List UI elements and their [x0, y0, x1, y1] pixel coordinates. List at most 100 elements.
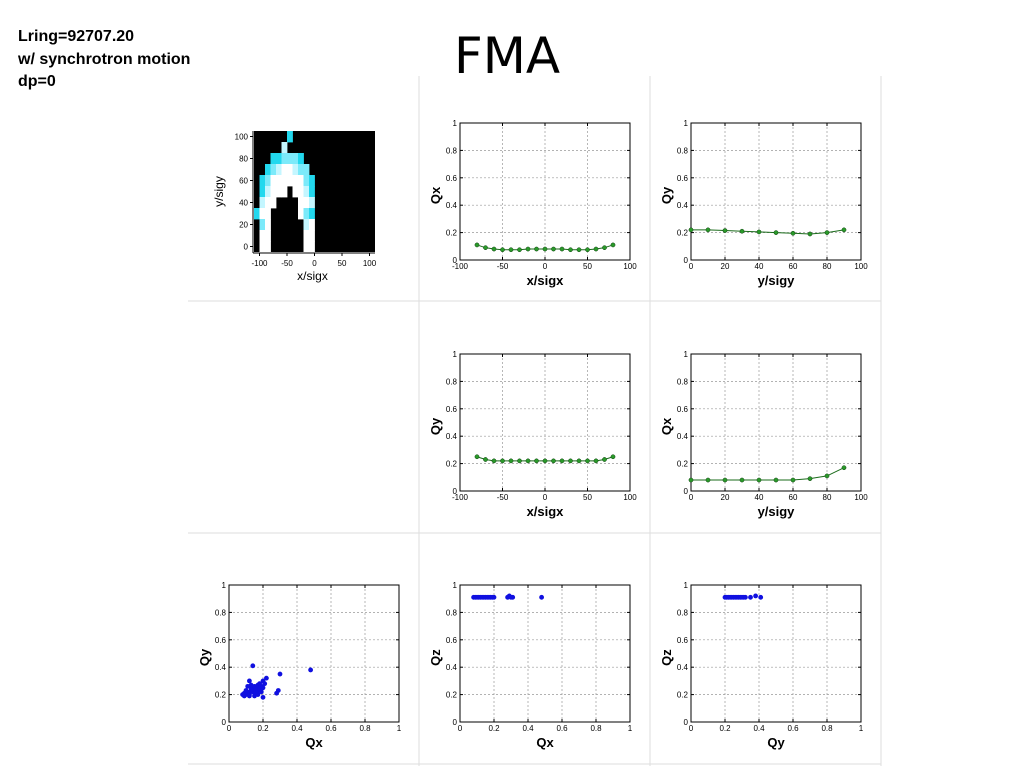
x-tick-label: 0	[543, 493, 548, 502]
data-point	[483, 245, 488, 251]
data-point	[508, 458, 514, 464]
x-tick-label: 50	[583, 262, 592, 271]
data-point	[542, 246, 548, 252]
plot-background	[691, 123, 861, 260]
data-point	[491, 246, 497, 252]
x-tick-label: 0.4	[753, 724, 765, 733]
x-axis-label: Qy	[767, 735, 785, 750]
y-tick-label: 0.2	[677, 229, 689, 238]
dp-label: dp=0	[18, 73, 56, 90]
heatmap-cell	[270, 153, 277, 165]
y-tick-label: 0.4	[215, 663, 227, 672]
heatmap-cell	[303, 175, 310, 187]
x-axis-label: y/sigy	[758, 504, 796, 519]
data-point	[250, 663, 256, 669]
heatmap-cell	[287, 175, 293, 187]
y-tick-label: 0.4	[446, 663, 458, 672]
heatmap-cell	[281, 186, 288, 198]
heatmap-cell	[265, 208, 271, 220]
x-tick-label: 0.2	[257, 724, 269, 733]
page-title: FMA	[454, 27, 561, 85]
data-point	[756, 477, 762, 483]
heatmap-cell	[270, 175, 277, 187]
heatmap-cell	[303, 241, 310, 253]
data-point	[260, 694, 266, 700]
y-tick-label: 0.8	[677, 146, 689, 155]
x-tick-label: 0.4	[522, 724, 534, 733]
plot-frame	[459, 584, 631, 723]
heatmap-cell	[298, 164, 304, 176]
heatmap-cell	[309, 219, 315, 231]
data-point	[841, 227, 847, 233]
x-tick-label: 1	[859, 724, 864, 733]
heatmap-cell	[281, 153, 288, 165]
plot-background	[229, 585, 399, 722]
x-tick-label: 0.6	[556, 724, 568, 733]
y-tick-label: 0.8	[677, 377, 689, 386]
y-tick-label: 0	[222, 718, 227, 727]
x-tick-label: 100	[363, 259, 377, 268]
series-line	[691, 229, 845, 235]
x-tick-label: -100	[251, 259, 268, 268]
plot-frame	[690, 122, 862, 261]
heatmap-cell	[309, 241, 315, 253]
y-axis-label: Qz	[428, 649, 443, 666]
data-point	[610, 454, 616, 460]
lring-label: Lring=92707.20	[18, 28, 135, 45]
data-point	[824, 230, 830, 235]
data-point	[705, 477, 711, 483]
x-tick-label: 80	[823, 493, 832, 502]
heatmap-cell	[303, 219, 310, 231]
x-tick-label: 0.6	[325, 724, 337, 733]
heatmap-cell	[281, 164, 288, 176]
y-tick-label: 0.2	[677, 691, 689, 700]
y-tick-label: 0.2	[446, 229, 458, 238]
x-tick-label: -100	[452, 493, 469, 502]
data-point	[722, 228, 728, 233]
y-tick-label: 0.8	[446, 377, 458, 386]
data-point	[807, 231, 813, 237]
x-tick-label: 0.8	[821, 724, 833, 733]
data-point	[559, 246, 565, 252]
x-axis-label: Qx	[305, 735, 323, 750]
heatmap-cell	[298, 175, 304, 187]
data-point	[559, 458, 565, 464]
x-tick-label: 0.8	[359, 724, 371, 733]
x-tick-label: -100	[452, 262, 469, 271]
x-tick-label: 0.4	[291, 724, 303, 733]
heatmap-cell	[309, 197, 315, 209]
y-tick-label: 0.4	[677, 201, 689, 210]
x-tick-label: 0.8	[590, 724, 602, 733]
plot-frame	[690, 584, 862, 723]
heatmap-cell	[292, 153, 299, 165]
y-tick-label: 1	[453, 350, 458, 359]
chart-qz-vs-qx: 0 0.2 0.4 0.6 0.8 1 0 0.2 0.4 0.6 0.8 1 Qx Qz	[428, 581, 633, 750]
heatmap-cell	[303, 164, 310, 176]
data-point	[705, 227, 711, 233]
heatmap-cell	[292, 164, 299, 176]
y-axis-label: Qy	[197, 648, 212, 666]
y-tick-label: 1	[222, 581, 227, 590]
heatmap-cell	[265, 175, 271, 187]
y-tick-label: 0	[684, 487, 689, 496]
data-point	[248, 682, 254, 688]
plot-background	[460, 585, 630, 722]
y-tick-label: 0.8	[215, 608, 227, 617]
data-point	[722, 477, 728, 483]
heatmap-cell	[259, 175, 266, 187]
data-point	[260, 685, 266, 691]
data-point	[748, 594, 753, 600]
y-axis-label: Qx	[659, 417, 674, 435]
data-point	[241, 690, 247, 696]
data-point	[585, 247, 590, 253]
heatmap-cell	[309, 208, 315, 220]
y-axis-label: Qx	[428, 186, 443, 204]
heatmap-cell	[309, 186, 315, 198]
data-point	[255, 692, 261, 697]
data-point	[688, 477, 694, 483]
data-point	[517, 247, 522, 253]
x-axis-label: x/sigx	[527, 504, 565, 519]
data-point	[247, 693, 252, 699]
y-tick-label: 0.6	[446, 405, 458, 414]
